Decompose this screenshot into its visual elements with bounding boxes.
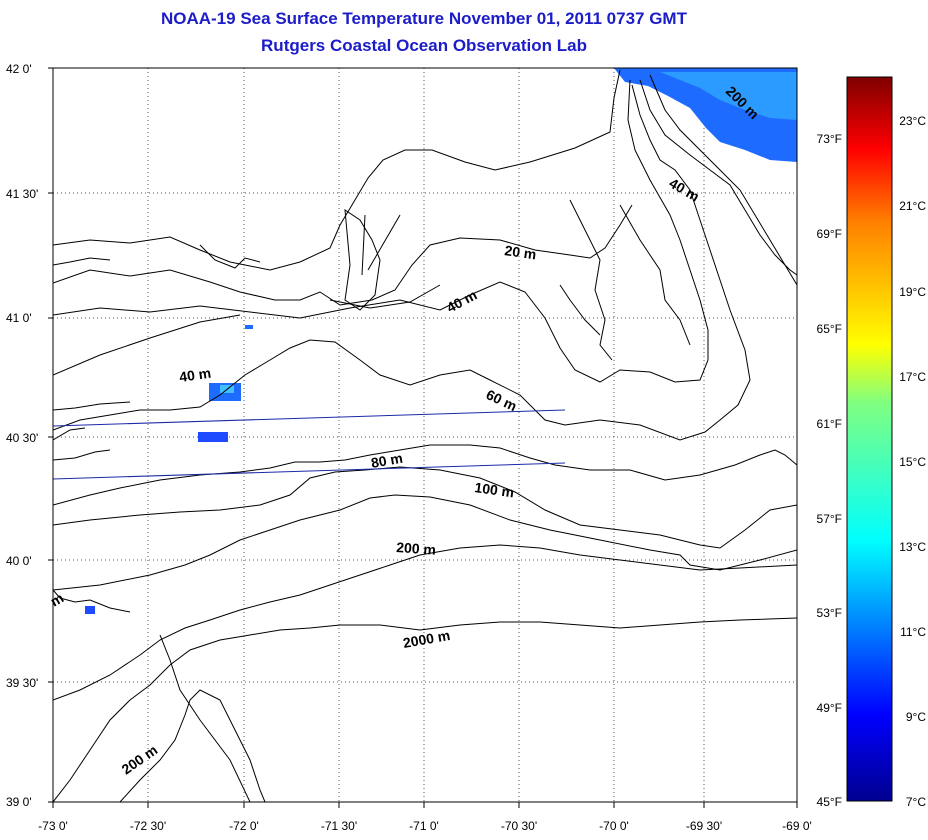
- colorbar-label-c: 15°C: [899, 455, 926, 469]
- lat-label: 39 0': [6, 795, 32, 809]
- map-frame: [52, 67, 798, 803]
- colorbar-label-c: 19°C: [899, 285, 926, 299]
- colorbar-label-f: 49°F: [817, 701, 842, 715]
- isobath-label: 60 m: [484, 386, 520, 414]
- isobath-label: 80 m: [370, 450, 404, 471]
- lat-label: 40 0': [6, 554, 32, 568]
- isobath-label: m: [48, 590, 67, 610]
- colorbar-label-f: 57°F: [817, 512, 842, 526]
- colorbar-label-c: 17°C: [899, 370, 926, 384]
- lon-label: -71 0': [409, 819, 439, 833]
- colorbar-label-c: 7°C: [906, 795, 926, 809]
- lon-label: -71 30': [321, 819, 357, 833]
- latitude-labels: 42 0' 41 30' 41 0' 40 30' 40 0' 39 30' 3…: [6, 62, 38, 809]
- lat-label: 42 0': [6, 62, 32, 76]
- lat-label: 41 0': [6, 311, 32, 325]
- lon-label: -70 30': [501, 819, 537, 833]
- colorbar-label-f: 65°F: [817, 322, 842, 336]
- colorbar-label-c: 11°C: [900, 625, 926, 639]
- isobath-label: 100 m: [474, 479, 516, 500]
- colorbar-label-f: 73°F: [817, 132, 842, 146]
- graticule: [53, 68, 797, 802]
- isobath-label: 200 m: [396, 539, 437, 558]
- map-subtitle: Rutgers Coastal Ocean Observation Lab: [261, 36, 587, 55]
- isobath-label: 20 m: [504, 242, 538, 262]
- colorbar-label-c: 21°C: [899, 199, 926, 213]
- colorbar-label-f: 45°F: [817, 795, 842, 809]
- colorbar-label-c: 9°C: [906, 710, 926, 724]
- lat-label: 40 30': [6, 431, 38, 445]
- tick-marks: [48, 67, 798, 808]
- colorbar-label-c: 23°C: [899, 114, 926, 128]
- sst-patch: [198, 432, 228, 442]
- coastline-and-isobaths: [53, 69, 797, 802]
- map-title: NOAA-19 Sea Surface Temperature November…: [161, 9, 687, 28]
- lat-label: 39 30': [6, 676, 38, 690]
- colorbar-label-f: 61°F: [817, 417, 842, 431]
- colorbar-label-c: 13°C: [899, 540, 926, 554]
- lon-label: -70 0': [599, 819, 629, 833]
- colorbar-celsius-labels: 23°C 21°C 19°C 17°C 15°C 13°C 11°C 9°C 7…: [899, 114, 926, 809]
- isobath-label: 200 m: [119, 742, 161, 778]
- colorbar-label-f: 53°F: [817, 606, 842, 620]
- colorbar: [846, 76, 893, 802]
- lon-label: -69 0': [782, 819, 812, 833]
- ship-tracks: [53, 409, 566, 480]
- sst-patch: [85, 606, 95, 614]
- colorbar-label-f: 69°F: [817, 227, 842, 241]
- isobath-label: 40 m: [667, 175, 703, 205]
- lon-label: -73 0': [38, 819, 68, 833]
- lon-label: -72 0': [229, 819, 259, 833]
- lon-label: -72 30': [130, 819, 166, 833]
- colorbar-fahrenheit-labels: 73°F 69°F 65°F 61°F 57°F 53°F 49°F 45°F: [817, 132, 842, 809]
- isobath-label: 40 m: [444, 287, 480, 316]
- lat-label: 41 30': [6, 187, 38, 201]
- lon-label: -69 30': [686, 819, 722, 833]
- isobath-label: 40 m: [178, 365, 212, 385]
- isobath-label: 2000 m: [402, 627, 452, 651]
- longitude-labels: -73 0' -72 30' -72 0' -71 30' -71 0' -70…: [38, 819, 812, 833]
